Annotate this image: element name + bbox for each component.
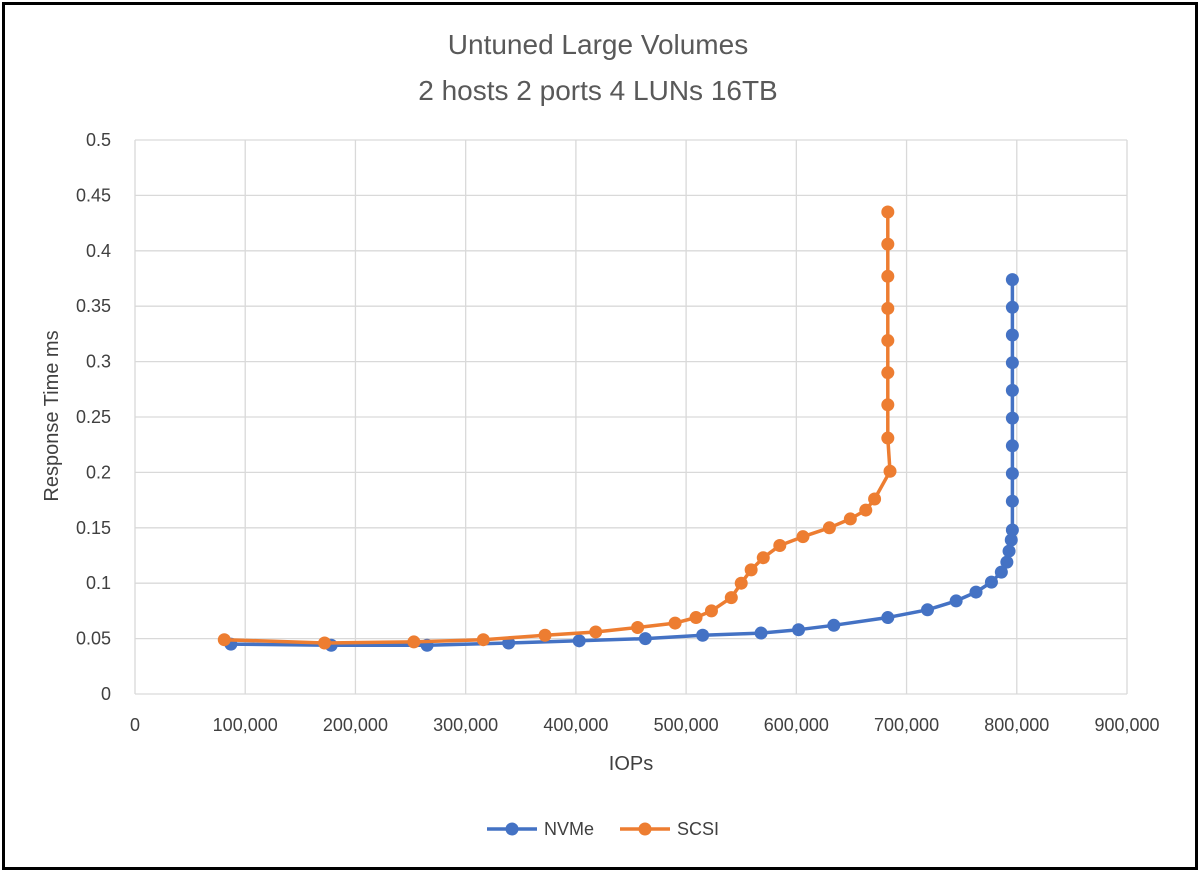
nvme-data-point: [754, 626, 768, 640]
scsi-data-point: [689, 611, 703, 625]
y-tick-label: 0.45: [76, 185, 111, 205]
x-tick-label: 0: [130, 715, 140, 735]
legend-label: SCSI: [677, 819, 719, 839]
scsi-data-point: [859, 503, 873, 517]
scsi-data-point: [476, 633, 490, 647]
scsi-series-line: [222, 210, 892, 645]
grid-layer: [134, 139, 1128, 695]
y-axis-title: Response Time ms: [41, 330, 63, 501]
scsi-data-point: [881, 398, 895, 412]
scsi-data-point: [724, 591, 738, 605]
series-scsi: [217, 205, 897, 650]
scsi-data-point: [589, 625, 603, 639]
y-tick-label: 0.15: [76, 518, 111, 538]
nvme-data-point: [984, 575, 998, 589]
nvme-data-point: [827, 618, 841, 632]
y-tick-label: 0.2: [86, 462, 111, 482]
y-tick-label: 0.05: [76, 629, 111, 649]
scsi-data-point: [881, 205, 895, 219]
x-tick-label: 700,000: [874, 715, 939, 735]
x-axis-title: IOPs: [609, 753, 653, 775]
scsi-data-point: [217, 633, 231, 647]
nvme-data-point: [1005, 328, 1019, 342]
scsi-data-point: [843, 512, 857, 526]
nvme-data-point: [1005, 411, 1019, 425]
scsi-data-point: [881, 237, 895, 251]
chart-title: Untuned Large Volumes: [448, 29, 748, 60]
scsi-data-point: [756, 551, 770, 565]
scsi-data-point: [773, 539, 787, 553]
nvme-data-point: [949, 594, 963, 608]
y-tick-label: 0.4: [86, 241, 111, 261]
nvme-data-point: [1005, 494, 1019, 508]
nvme-data-point: [1002, 544, 1016, 558]
series-layer: [217, 205, 1019, 652]
scsi-data-point: [881, 366, 895, 380]
scsi-data-point: [744, 563, 758, 577]
chart-subtitle: 2 hosts 2 ports 4 LUNs 16TB: [418, 75, 778, 106]
y-tick-label: 0.3: [86, 352, 111, 372]
scsi-data-point: [881, 431, 895, 445]
nvme-data-point: [1005, 300, 1019, 314]
nvme-data-point: [1005, 383, 1019, 397]
scsi-data-point: [881, 301, 895, 315]
nvme-data-point: [969, 585, 983, 599]
x-tick-label: 800,000: [984, 715, 1049, 735]
scsi-data-point: [318, 636, 332, 650]
nvme-data-point: [1005, 523, 1019, 537]
x-tick-label: 600,000: [764, 715, 829, 735]
nvme-data-point: [1005, 467, 1019, 481]
scsi-data-point: [881, 334, 895, 348]
legend-swatch-marker: [505, 822, 519, 836]
nvme-data-point: [1004, 533, 1018, 547]
nvme-data-point: [1000, 555, 1014, 569]
y-tick-label: 0: [101, 684, 111, 704]
scsi-data-point: [538, 628, 552, 642]
nvme-data-point: [696, 628, 710, 642]
nvme-data-point: [572, 634, 586, 648]
nvme-data-point: [920, 603, 934, 617]
scsi-data-point: [704, 604, 718, 618]
nvme-data-point: [638, 632, 652, 646]
nvme-data-point: [881, 611, 895, 625]
nvme-data-point: [994, 565, 1008, 579]
legend-label: NVMe: [544, 819, 594, 839]
scsi-data-point: [631, 621, 645, 635]
legend: NVMe SCSI: [487, 819, 719, 839]
x-tick-label: 200,000: [323, 715, 388, 735]
x-tick-label: 400,000: [543, 715, 608, 735]
nvme-data-point: [1005, 439, 1019, 453]
y-axis-ticks: 0 0.05 0.1 0.15 0.2 0.25 0.3 0.35 0.4 0.45 0.5: [76, 130, 111, 704]
scsi-data-point: [822, 521, 836, 535]
scsi-data-point: [883, 464, 897, 478]
legend-swatch-marker: [638, 822, 652, 836]
scsi-data-point: [407, 635, 421, 649]
scsi-data-point: [881, 269, 895, 283]
x-tick-label: 100,000: [213, 715, 278, 735]
nvme-series-line: [229, 277, 1015, 647]
nvme-data-point: [1005, 273, 1019, 287]
scsi-data-point: [868, 492, 882, 506]
scsi-data-point: [734, 576, 748, 590]
scsi-data-point: [796, 530, 810, 544]
scsi-data-point: [668, 616, 682, 630]
y-tick-label: 0.5: [86, 130, 111, 150]
legend-item-nvme: NVMe: [487, 819, 594, 839]
y-tick-label: 0.35: [76, 296, 111, 316]
x-tick-label: 300,000: [433, 715, 498, 735]
y-tick-label: 0.1: [86, 573, 111, 593]
x-axis-ticks: 0 100,000 200,000 300,000 400,000 500,000 600,…: [130, 715, 1160, 735]
series-nvme: [224, 273, 1019, 652]
x-tick-label: 900,000: [1094, 715, 1159, 735]
nvme-data-point: [1005, 356, 1019, 370]
x-tick-label: 500,000: [654, 715, 719, 735]
legend-item-scsi: SCSI: [620, 819, 719, 839]
nvme-data-point: [792, 623, 806, 637]
y-tick-label: 0.25: [76, 407, 111, 427]
